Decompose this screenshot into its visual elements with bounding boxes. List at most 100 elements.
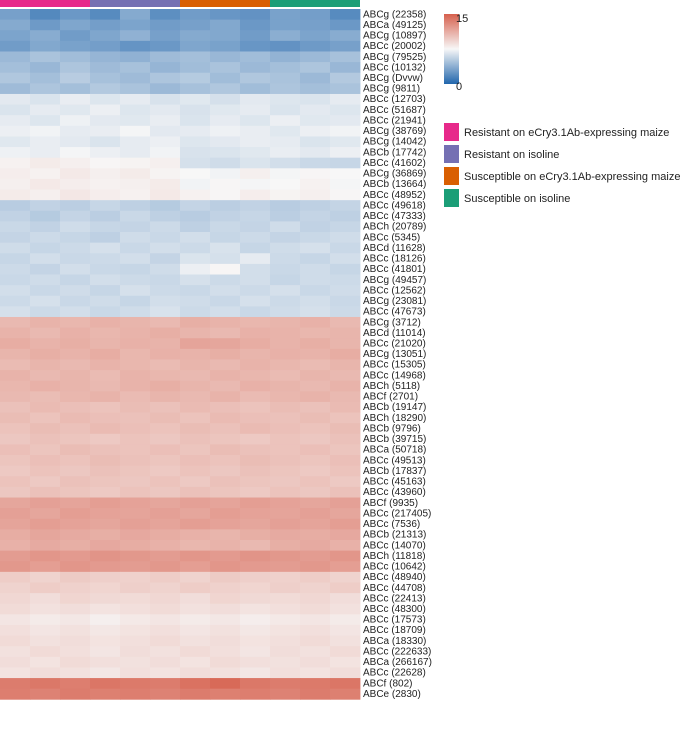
heatmap-cell [210,529,241,541]
heatmap-cell [240,348,271,360]
heatmap-cell [150,550,181,562]
heatmap-cell [180,30,211,42]
heatmap-cell [330,465,361,477]
heatmap-cell [150,274,181,286]
heatmap-cell [330,274,361,286]
heatmap-cell [60,678,91,690]
heatmap-cell [210,285,241,297]
heatmap-cell [150,603,181,615]
heatmap-cell [60,348,91,360]
heatmap-cell [300,497,331,509]
heatmap-cell [180,232,211,244]
row-label: ABCc (12703) [363,94,426,105]
heatmap-cell [150,582,181,594]
heatmap-cell [30,136,61,148]
heatmap-cell [120,189,151,201]
heatmap-cell [210,30,241,42]
heatmap-cell [0,540,31,552]
heatmap-cell [120,444,151,456]
legend-swatch [444,167,459,185]
heatmap-cell [330,656,361,668]
heatmap-cell [0,210,31,222]
heatmap-cell [240,465,271,477]
heatmap-cell [330,635,361,647]
heatmap-cell [30,508,61,520]
heatmap-cell [150,391,181,403]
heatmap-cell [210,635,241,647]
heatmap-cell [60,40,91,52]
heatmap-cell [330,391,361,403]
heatmap-cell [0,444,31,456]
group-bar-segment [180,0,270,7]
heatmap-cell [120,232,151,244]
heatmap-cell [180,571,211,583]
heatmap-cell [90,51,121,63]
heatmap-cell [30,359,61,371]
heatmap-cell [0,646,31,658]
row-label: ABCe (2830) [363,689,421,700]
heatmap-cell [210,327,241,339]
heatmap-cell [240,263,271,275]
heatmap-cell [270,465,301,477]
heatmap-cell [270,263,301,275]
heatmap-cell [120,83,151,95]
heatmap-cell [90,656,121,668]
heatmap-cell [240,550,271,562]
heatmap-cell [210,624,241,636]
heatmap-cell [300,306,331,318]
heatmap-cell [300,338,331,350]
heatmap-cell [330,593,361,605]
heatmap-cell [210,348,241,360]
heatmap-cell [210,391,241,403]
heatmap-cell [150,62,181,74]
heatmap-cell [240,635,271,647]
heatmap-cell [30,540,61,552]
heatmap-cell [90,232,121,244]
heatmap-cell [0,593,31,605]
heatmap-cell [330,30,361,42]
heatmap-cell [300,168,331,180]
heatmap-cell [180,412,211,424]
heatmap-cell [90,327,121,339]
heatmap-cell [210,295,241,307]
heatmap-cell [0,51,31,63]
heatmap-cell [90,189,121,201]
heatmap-cell [30,72,61,84]
heatmap-cell [270,550,301,562]
legend-label: Resistant on isoline [464,149,559,161]
heatmap-cell [240,157,271,169]
heatmap-cell [210,561,241,573]
heatmap-cell [150,465,181,477]
heatmap-cell [0,62,31,74]
heatmap-cell [210,678,241,690]
heatmap-cell [210,147,241,159]
heatmap-cell [210,338,241,350]
heatmap-cell [330,412,361,424]
heatmap-cell [180,529,211,541]
heatmap-cell [180,104,211,116]
heatmap-cell [0,508,31,520]
heatmap-cell [330,582,361,594]
heatmap-cell [60,646,91,658]
heatmap-cell [120,40,151,52]
heatmap-cell [150,30,181,42]
heatmap-cell [270,30,301,42]
heatmap-cell [60,83,91,95]
heatmap-cell [240,433,271,445]
heatmap-cell [180,338,211,350]
heatmap-cell [300,508,331,520]
heatmap-cell [270,688,301,700]
heatmap-cell [240,529,271,541]
heatmap-cell [150,210,181,222]
heatmap-cell [270,571,301,583]
heatmap-cell [300,72,331,84]
heatmap-cell [300,656,331,668]
heatmap-cell [210,104,241,116]
heatmap-cell [330,316,361,328]
heatmap-cell [60,370,91,382]
heatmap-cell [210,178,241,190]
heatmap-cell [270,125,301,137]
heatmap-cell [150,624,181,636]
heatmap-cell [30,624,61,636]
heatmap-cell [120,147,151,159]
